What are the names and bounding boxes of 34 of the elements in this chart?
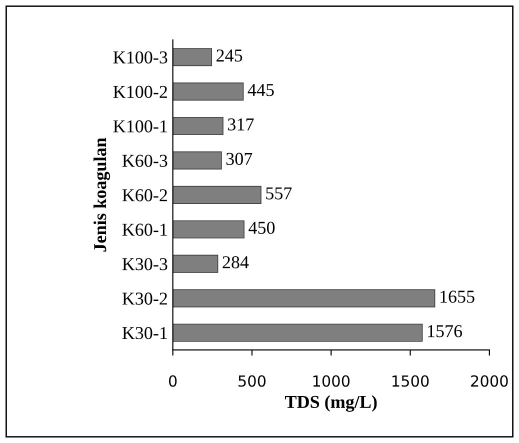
bar: [172, 220, 244, 238]
y-tick-label: K60-2: [122, 189, 167, 202]
bar: [172, 82, 244, 101]
bar: [172, 48, 212, 66]
data-label: 1655: [440, 290, 474, 303]
data-label: 445: [248, 84, 274, 96]
data-label: 450: [248, 222, 275, 234]
y-tick-label: K100-3: [113, 51, 168, 64]
x-tick-label: 1000: [313, 375, 350, 387]
bar: [172, 324, 423, 342]
y-tick-label: K60-1: [122, 224, 167, 236]
y-tick-label: K30-2: [122, 292, 167, 305]
y-axis-title: Jenis koagulan: [94, 138, 110, 252]
data-label: 557: [266, 187, 292, 200]
y-tick-label: K60-3: [122, 154, 168, 167]
x-tick-label: 500: [238, 375, 266, 387]
x-tick-label: 0: [168, 375, 177, 387]
bar: [172, 289, 436, 308]
x-tick-label: 1500: [392, 375, 429, 387]
x-axis-title: TDS (mg/L): [285, 395, 377, 412]
y-tick-label: K100-1: [113, 120, 167, 132]
data-label: 307: [226, 152, 252, 165]
bar: [172, 254, 218, 273]
data-label: 1576: [428, 325, 462, 338]
y-tick-label: K30-1: [122, 327, 167, 340]
y-tick-label: K30-3: [122, 258, 168, 270]
bar: [172, 116, 224, 136]
bar: [172, 186, 262, 204]
data-label: 284: [222, 256, 249, 268]
y-tick-label: K100-2: [113, 86, 167, 98]
bar: [172, 151, 222, 170]
x-tick-label: 2000: [471, 375, 508, 387]
data-label: 317: [228, 118, 254, 131]
data-label: 245: [216, 49, 242, 62]
